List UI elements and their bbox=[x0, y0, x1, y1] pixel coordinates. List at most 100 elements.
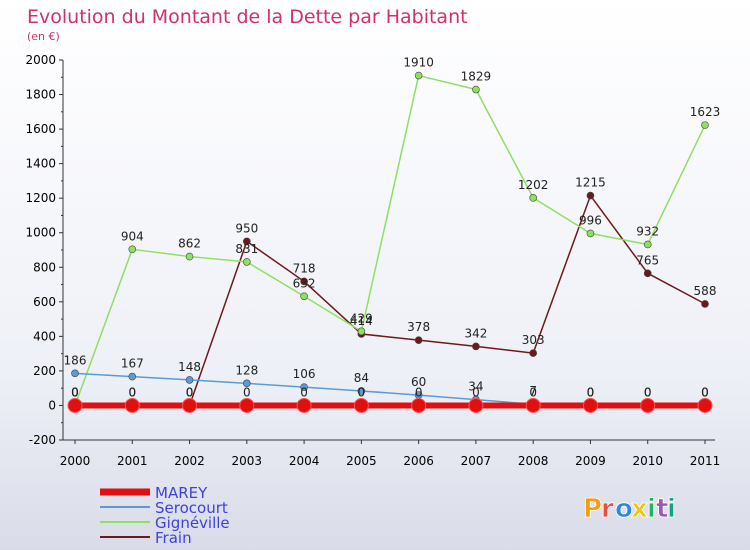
frain-point bbox=[586, 191, 595, 200]
gigneville-point bbox=[529, 194, 537, 202]
marey-point bbox=[640, 397, 656, 413]
frain-data-label: 950 bbox=[235, 221, 258, 235]
logo-letter: t bbox=[656, 494, 668, 524]
gigneville-data-label: 1202 bbox=[518, 178, 549, 192]
x-tick-label: 2003 bbox=[232, 454, 263, 468]
gigneville-data-label: 429 bbox=[350, 311, 373, 325]
marey-data-label: 0 bbox=[587, 385, 595, 399]
gigneville-point bbox=[128, 245, 137, 254]
x-tick-label: 2001 bbox=[117, 454, 148, 468]
gigneville-point bbox=[357, 327, 366, 336]
x-tick-label: 2007 bbox=[461, 454, 492, 468]
marey-data-label: 0 bbox=[701, 385, 709, 399]
marey-point bbox=[411, 397, 427, 413]
gigneville-point bbox=[243, 258, 251, 266]
logo-letter: x bbox=[631, 494, 648, 524]
marey-point bbox=[296, 397, 312, 413]
gigneville-data-label: 862 bbox=[178, 237, 201, 251]
gigneville-point bbox=[472, 85, 480, 94]
marey-data-label: 0 bbox=[128, 385, 136, 399]
serocourt-data-label: 186 bbox=[64, 353, 87, 367]
serocourt-point bbox=[243, 379, 251, 388]
serocourt-data-label: 167 bbox=[121, 357, 144, 371]
x-tick-label: 2011 bbox=[690, 454, 721, 468]
marey-point bbox=[67, 397, 83, 413]
logo-letter: P bbox=[583, 494, 602, 524]
marey-data-label: 0 bbox=[644, 385, 652, 399]
gigneville-point bbox=[300, 292, 308, 301]
serocourt-point bbox=[128, 372, 137, 381]
gigneville-data-label: 996 bbox=[579, 213, 602, 227]
frain-data-label: 0 bbox=[186, 385, 194, 399]
gigneville-data-label: 1623 bbox=[690, 105, 721, 119]
gigneville-data-label: 831 bbox=[235, 242, 258, 256]
x-tick-label: 2002 bbox=[174, 454, 205, 468]
gigneville-point bbox=[701, 121, 709, 129]
marey-data-label: 0 bbox=[71, 385, 79, 399]
y-tick-label: -200 bbox=[29, 433, 56, 447]
frain-point bbox=[472, 342, 480, 351]
marey-data-label: 0 bbox=[186, 385, 194, 399]
gigneville-data-label: 932 bbox=[636, 224, 659, 238]
data-labels: 0 0 0 950 718 414 378 342 303 1215 765 588 0 904 862 83… bbox=[64, 56, 721, 400]
serocourt-data-label: 0 bbox=[587, 385, 595, 399]
marey-data-label: 0 bbox=[472, 385, 480, 399]
chart-subtitle: (en €) bbox=[27, 30, 60, 43]
x-tick-label: 2010 bbox=[632, 454, 663, 468]
frain-data-label: 0 bbox=[128, 385, 136, 399]
y-tick-label: 1600 bbox=[25, 122, 56, 136]
legend-label-gigneville: Gignéville bbox=[155, 514, 230, 532]
logo-letter: o bbox=[615, 494, 633, 524]
marey-data-label: 0 bbox=[358, 385, 366, 399]
frain-point bbox=[243, 237, 251, 246]
x-tick-label: 2009 bbox=[575, 454, 606, 468]
serocourt-data-label: 148 bbox=[178, 360, 201, 374]
marey-point bbox=[353, 397, 369, 413]
marey-point bbox=[468, 397, 484, 413]
serocourt-data-label: 0 bbox=[644, 385, 652, 399]
series-line-frain bbox=[75, 194, 706, 407]
gigneville-point bbox=[586, 229, 595, 238]
serocourt-data-label: 0 bbox=[701, 385, 709, 399]
frain-data-label: 0 bbox=[71, 385, 79, 399]
serocourt-data-label: 34 bbox=[468, 380, 483, 394]
legend-label-marey: MAREY bbox=[155, 484, 208, 502]
frain-data-label: 378 bbox=[407, 320, 430, 334]
frain-data-label: 765 bbox=[636, 253, 659, 267]
marey-point bbox=[697, 397, 713, 413]
gigneville-data-label: 632 bbox=[293, 276, 316, 290]
frain-data-label: 342 bbox=[464, 326, 487, 340]
gigneville-data-label: 904 bbox=[121, 229, 144, 243]
x-tick-label: 2004 bbox=[289, 454, 320, 468]
y-tick-label: 0 bbox=[48, 398, 56, 412]
marey-point bbox=[525, 397, 541, 413]
frain-point bbox=[300, 277, 308, 286]
legend-label-frain: Frain bbox=[155, 529, 192, 547]
frain-data-label: 718 bbox=[293, 261, 316, 275]
series-line-gigneville bbox=[74, 74, 706, 406]
gigneville-point bbox=[414, 71, 423, 80]
y-tick-label: 400 bbox=[33, 329, 56, 343]
series-layer bbox=[67, 71, 713, 413]
frain-point bbox=[414, 336, 423, 344]
x-tick-label: 2000 bbox=[60, 454, 91, 468]
chart-title: Evolution du Montant de la Dette par Hab… bbox=[27, 6, 468, 28]
marey-data-label: 0 bbox=[300, 385, 308, 399]
gigneville-data-label: 0 bbox=[71, 385, 79, 399]
y-tick-label: 1200 bbox=[25, 191, 56, 205]
y-tick-label: 1000 bbox=[25, 226, 56, 240]
y-tick-label: 2000 bbox=[25, 53, 56, 67]
serocourt-point bbox=[71, 369, 79, 378]
serocourt-data-label: 128 bbox=[235, 363, 258, 377]
marey-data-label: 0 bbox=[529, 385, 537, 399]
marey-data-label: 0 bbox=[415, 385, 423, 399]
serocourt-data-label: 7 bbox=[529, 384, 537, 398]
serocourt-data-label: 106 bbox=[293, 367, 316, 381]
marey-data-label: 0 bbox=[243, 385, 251, 399]
y-tick-label: 800 bbox=[33, 260, 56, 274]
gigneville-data-label: 1910 bbox=[403, 56, 434, 70]
serocourt-point bbox=[357, 387, 366, 395]
marey-point bbox=[582, 397, 598, 413]
gigneville-point bbox=[185, 252, 194, 261]
frain-data-label: 414 bbox=[350, 314, 373, 328]
